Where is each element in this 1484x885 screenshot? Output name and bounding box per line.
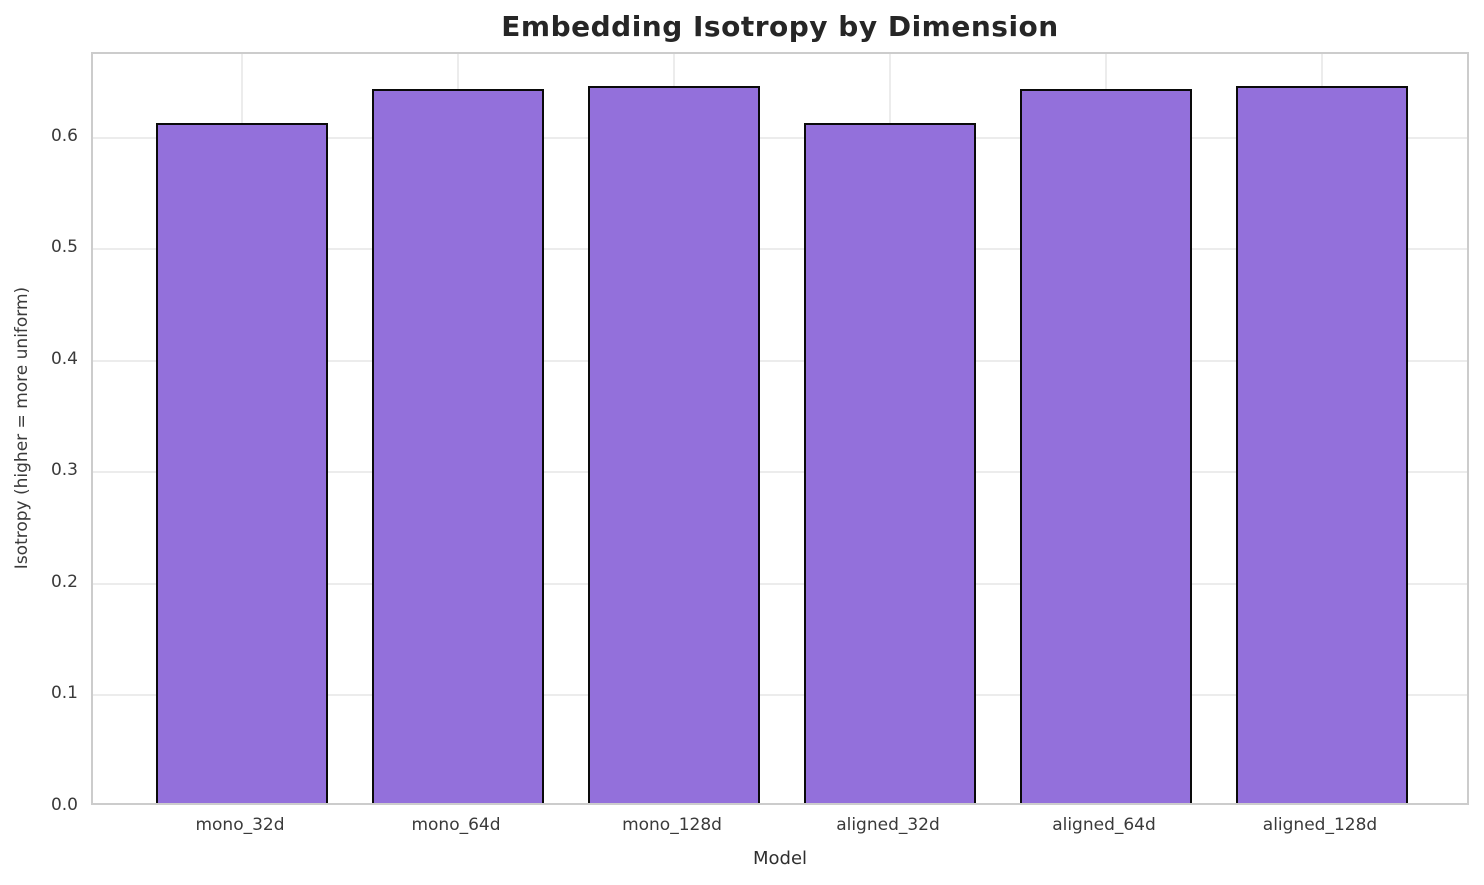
x-tick-label: mono_64d — [411, 815, 501, 835]
chart-title: Embedding Isotropy by Dimension — [501, 10, 1059, 43]
h-gridline — [93, 248, 1467, 251]
x-tick-label: aligned_32d — [836, 815, 940, 835]
y-tick-label: 0.2 — [50, 571, 78, 592]
bar-aligned_128d — [1236, 86, 1408, 803]
y-tick-label: 0.6 — [50, 125, 78, 146]
y-axis-label: Isotropy (higher = more uniform) — [12, 286, 32, 570]
y-tick-label: 0.0 — [50, 795, 78, 815]
h-gridline — [93, 804, 1467, 805]
h-gridline — [93, 582, 1467, 585]
x-axis-label: Model — [752, 848, 808, 869]
bar-mono_64d — [372, 89, 544, 803]
h-gridline — [93, 694, 1467, 697]
x-tick-label: mono_32d — [195, 815, 285, 835]
x-tick-label: aligned_64d — [1052, 815, 1156, 835]
plot-area — [91, 52, 1469, 805]
h-gridline — [93, 136, 1467, 139]
bar-mono_128d — [588, 86, 760, 803]
bar-aligned_64d — [1020, 89, 1192, 803]
y-tick-label: 0.1 — [50, 683, 78, 704]
bar-aligned_32d — [804, 123, 976, 803]
h-gridline — [93, 359, 1467, 362]
y-tick-label: 0.5 — [50, 237, 78, 258]
y-tick-label: 0.4 — [50, 348, 78, 369]
x-tick-label: mono_128d — [622, 815, 722, 835]
y-tick-label: 0.3 — [50, 460, 78, 481]
bar-mono_32d — [156, 123, 328, 803]
h-gridline — [93, 471, 1467, 474]
x-tick-label: aligned_128d — [1262, 815, 1378, 835]
